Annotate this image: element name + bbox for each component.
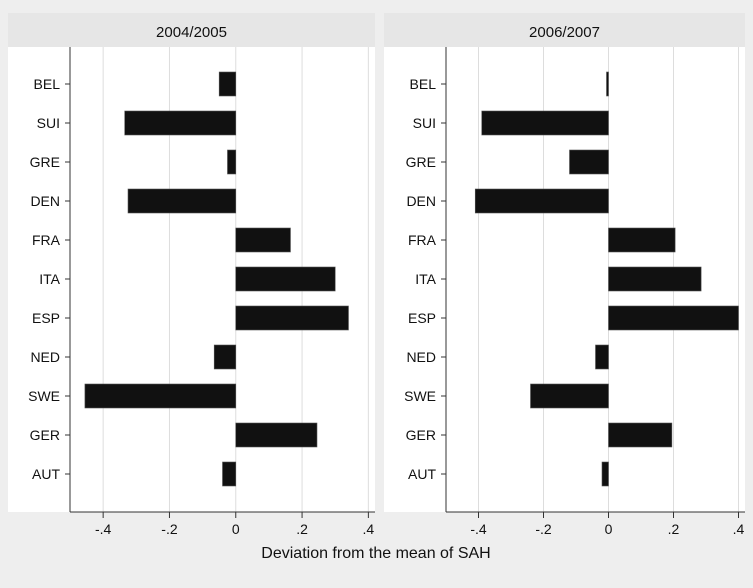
- bar-fra: [235, 227, 291, 253]
- x-tick-label: -.4: [470, 521, 487, 537]
- category-label-aut: AUT: [408, 466, 436, 482]
- bar-bel: [606, 71, 609, 97]
- category-label-swe: SWE: [404, 388, 436, 404]
- bar-gre: [569, 149, 609, 175]
- x-tick-label: -.2: [535, 521, 552, 537]
- x-tick-label: -.2: [161, 521, 178, 537]
- bar-ger: [235, 422, 318, 448]
- category-label-den: DEN: [406, 193, 436, 209]
- category-label-gre: GRE: [30, 154, 60, 170]
- category-label-bel: BEL: [34, 76, 61, 92]
- category-label-fra: FRA: [32, 232, 61, 248]
- bar-bel: [218, 71, 237, 97]
- panel-title-strip: [384, 13, 745, 47]
- bar-gre: [227, 149, 237, 175]
- x-tick-label: .4: [363, 521, 375, 537]
- category-label-ned: NED: [30, 349, 60, 365]
- x-tick-label: .2: [668, 521, 680, 537]
- category-label-ita: ITA: [415, 271, 436, 287]
- category-label-esp: ESP: [32, 310, 60, 326]
- x-tick-label: 0: [232, 521, 240, 537]
- category-label-gre: GRE: [406, 154, 436, 170]
- category-label-ger: GER: [406, 427, 436, 443]
- bar-swe: [530, 383, 609, 409]
- x-axis-title: Deviation from the mean of SAH: [261, 545, 490, 562]
- category-label-den: DEN: [30, 193, 60, 209]
- bar-sui: [124, 110, 237, 136]
- category-label-aut: AUT: [32, 466, 60, 482]
- bar-swe: [84, 383, 237, 409]
- panel-background: [8, 13, 375, 512]
- category-label-esp: ESP: [408, 310, 436, 326]
- category-label-fra: FRA: [408, 232, 437, 248]
- bar-ger: [608, 422, 673, 448]
- bar-den: [127, 188, 237, 214]
- category-label-ger: GER: [30, 427, 60, 443]
- bar-ita: [235, 266, 336, 292]
- x-tick-label: 0: [605, 521, 613, 537]
- bar-ned: [595, 344, 609, 370]
- chart-panel-2: 2006/2007 BEL SUI GRE DEN FRA ITA ESP NED SWE GER A…: [384, 13, 745, 537]
- chart-panel-1: 2004/2005 BEL SUI GRE DEN FRA ITA ESP NED SWE GER A…: [8, 13, 375, 537]
- category-label-sui: SUI: [37, 115, 60, 131]
- x-tick-label: .4: [733, 521, 745, 537]
- x-tick-label: -.4: [95, 521, 112, 537]
- category-label-swe: SWE: [28, 388, 60, 404]
- category-label-ita: ITA: [39, 271, 60, 287]
- category-label-bel: BEL: [410, 76, 437, 92]
- bar-ned: [213, 344, 237, 370]
- bar-aut: [222, 461, 237, 487]
- bar-aut: [601, 461, 609, 487]
- category-label-ned: NED: [406, 349, 436, 365]
- bar-sui: [481, 110, 609, 136]
- category-label-sui: SUI: [413, 115, 436, 131]
- panel-title: 2004/2005: [156, 24, 227, 41]
- bar-fra: [608, 227, 676, 253]
- bar-ita: [608, 266, 702, 292]
- bar-esp: [235, 305, 349, 331]
- bar-esp: [608, 305, 739, 331]
- panel-background: [384, 13, 745, 512]
- panel-title: 2006/2007: [529, 24, 600, 41]
- panel-title-strip: [8, 13, 375, 47]
- x-tick-label: .2: [296, 521, 308, 537]
- bar-den: [474, 188, 609, 214]
